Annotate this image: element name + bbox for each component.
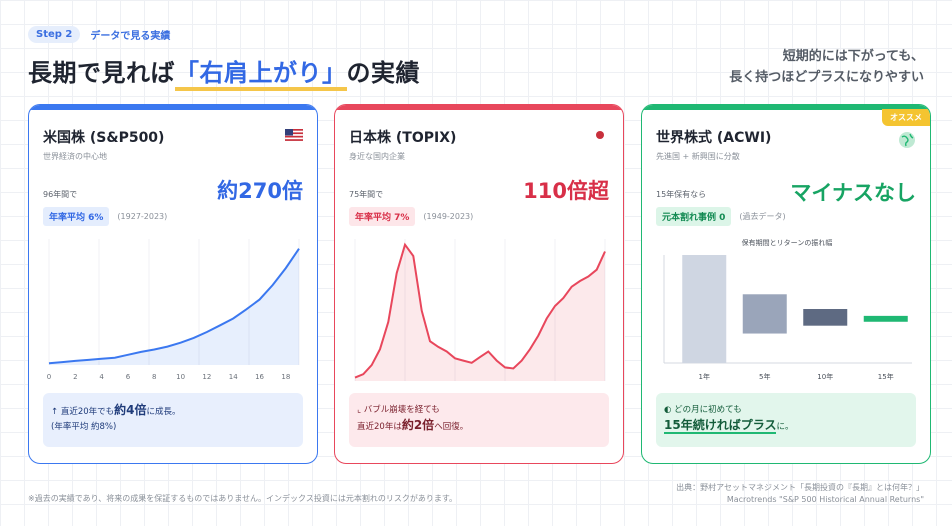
x-tick-label: 18	[281, 373, 290, 381]
loss-cases-badge: 元本割れ事例 0	[656, 207, 732, 226]
step-badge: Step 2	[28, 26, 81, 43]
card-title: 日本株 (TOPIX)	[349, 130, 457, 146]
area-fill	[355, 244, 605, 381]
disclaimer: ※過去の実績であり、将来の成果を保証するものではありません。インデックス投資には…	[28, 494, 458, 503]
headline-value: マイナスなし	[790, 181, 916, 205]
card-subtitle: 世界経済の中心地	[43, 152, 107, 161]
x-tick-label: 0	[47, 373, 51, 381]
title-highlight: 「右肩上がり」	[175, 59, 347, 91]
range-bar	[803, 309, 848, 326]
shield-icon: ◐	[664, 405, 672, 415]
card-acwi: オススメ 世界株式 (ACWI) 先進国 + 新興国に分散 15年保有なら マイ…	[641, 104, 931, 464]
chart-line-icon: ⌞	[357, 405, 361, 415]
x-tick-label: 8	[152, 373, 156, 381]
card-accent-bar	[335, 105, 623, 110]
x-tick-label: 12	[202, 373, 211, 381]
category-label: 10年	[817, 372, 833, 381]
headline-value: 110倍超	[523, 179, 609, 203]
x-tick-label: 6	[126, 373, 131, 381]
category-label: 1年	[699, 372, 710, 381]
period-range: (過去データ)	[739, 212, 786, 221]
card-sp500: 米国株 (S&P500) 世界経済の中心地 96年間で 約270倍 年率平均 6…	[28, 104, 318, 464]
period-label: 96年間で	[43, 190, 78, 199]
sp500-area-chart: 0 2 4 6 8 10 12 14 16 18	[47, 239, 300, 381]
insight-note: ⌞ バブル崩壊を経ても 直近20年は約2倍へ回復。	[349, 393, 609, 447]
period-label: 75年間で	[349, 190, 384, 199]
headline-value: 約270倍	[217, 179, 303, 203]
period-range: (1949-2023)	[423, 212, 474, 221]
x-tick-label: 10	[176, 373, 185, 381]
card-topix: 日本株 (TOPIX) 身近な国内企業 75年間で 110倍超 年率平均 7% …	[334, 104, 624, 464]
header: Step 2 データで見る実績 長期で見れば「右肩上がり」の実績	[28, 26, 420, 91]
range-bar	[863, 315, 908, 322]
card-title: 米国株 (S&P500)	[43, 130, 165, 146]
insight-note: ↑ 直近20年でも約4倍に成長。 (年率平均 約8%)	[43, 393, 303, 447]
insight-note: ◐ どの月に初めても 15年続ければプラスに。	[656, 393, 916, 447]
series-line	[354, 242, 606, 379]
card-accent-bar	[642, 105, 930, 110]
series-line	[48, 248, 300, 365]
source-citation: 出典：野村アセットマネジメント「長期投資の『長期』とは何年？」 Macrotre…	[676, 483, 924, 504]
x-tick-label: 4	[99, 373, 104, 381]
avg-return-badge: 年率平均 7%	[349, 207, 416, 226]
range-bar	[742, 294, 787, 334]
card-title: 世界株式 (ACWI)	[656, 130, 772, 146]
holding-period-range-chart: 保有期間とリターンの振れ幅 1年 5年 10年 15年	[663, 238, 912, 381]
card-accent-bar	[29, 105, 317, 110]
japan-flag-icon	[596, 131, 604, 139]
chart-title: 保有期間とリターンの振れ幅	[742, 238, 833, 247]
category-label: 15年	[878, 372, 894, 381]
x-tick-label: 16	[255, 373, 264, 381]
period-label: 15年保有なら	[656, 190, 707, 199]
recommended-badge: オススメ	[882, 109, 930, 126]
topix-area-chart	[354, 239, 606, 381]
us-flag-icon	[285, 129, 303, 141]
category-label: 5年	[759, 372, 770, 381]
period-range: (1927-2023)	[117, 212, 168, 221]
card-subtitle: 先進国 + 新興国に分散	[656, 152, 740, 161]
subcopy: 短期的には下がっても、 長く持つほどプラスになりやすい	[729, 49, 924, 85]
x-tick-label: 14	[229, 373, 238, 381]
avg-return-badge: 年率平均 6%	[43, 207, 110, 226]
card-subtitle: 身近な国内企業	[349, 152, 405, 161]
page-title: 長期で見れば「右肩上がり」の実績	[28, 53, 420, 91]
step-text: データで見る実績	[90, 31, 171, 42]
area-fill	[49, 248, 299, 365]
range-bar	[682, 255, 727, 363]
x-tick-label: 2	[73, 373, 77, 381]
globe-icon	[899, 132, 915, 148]
